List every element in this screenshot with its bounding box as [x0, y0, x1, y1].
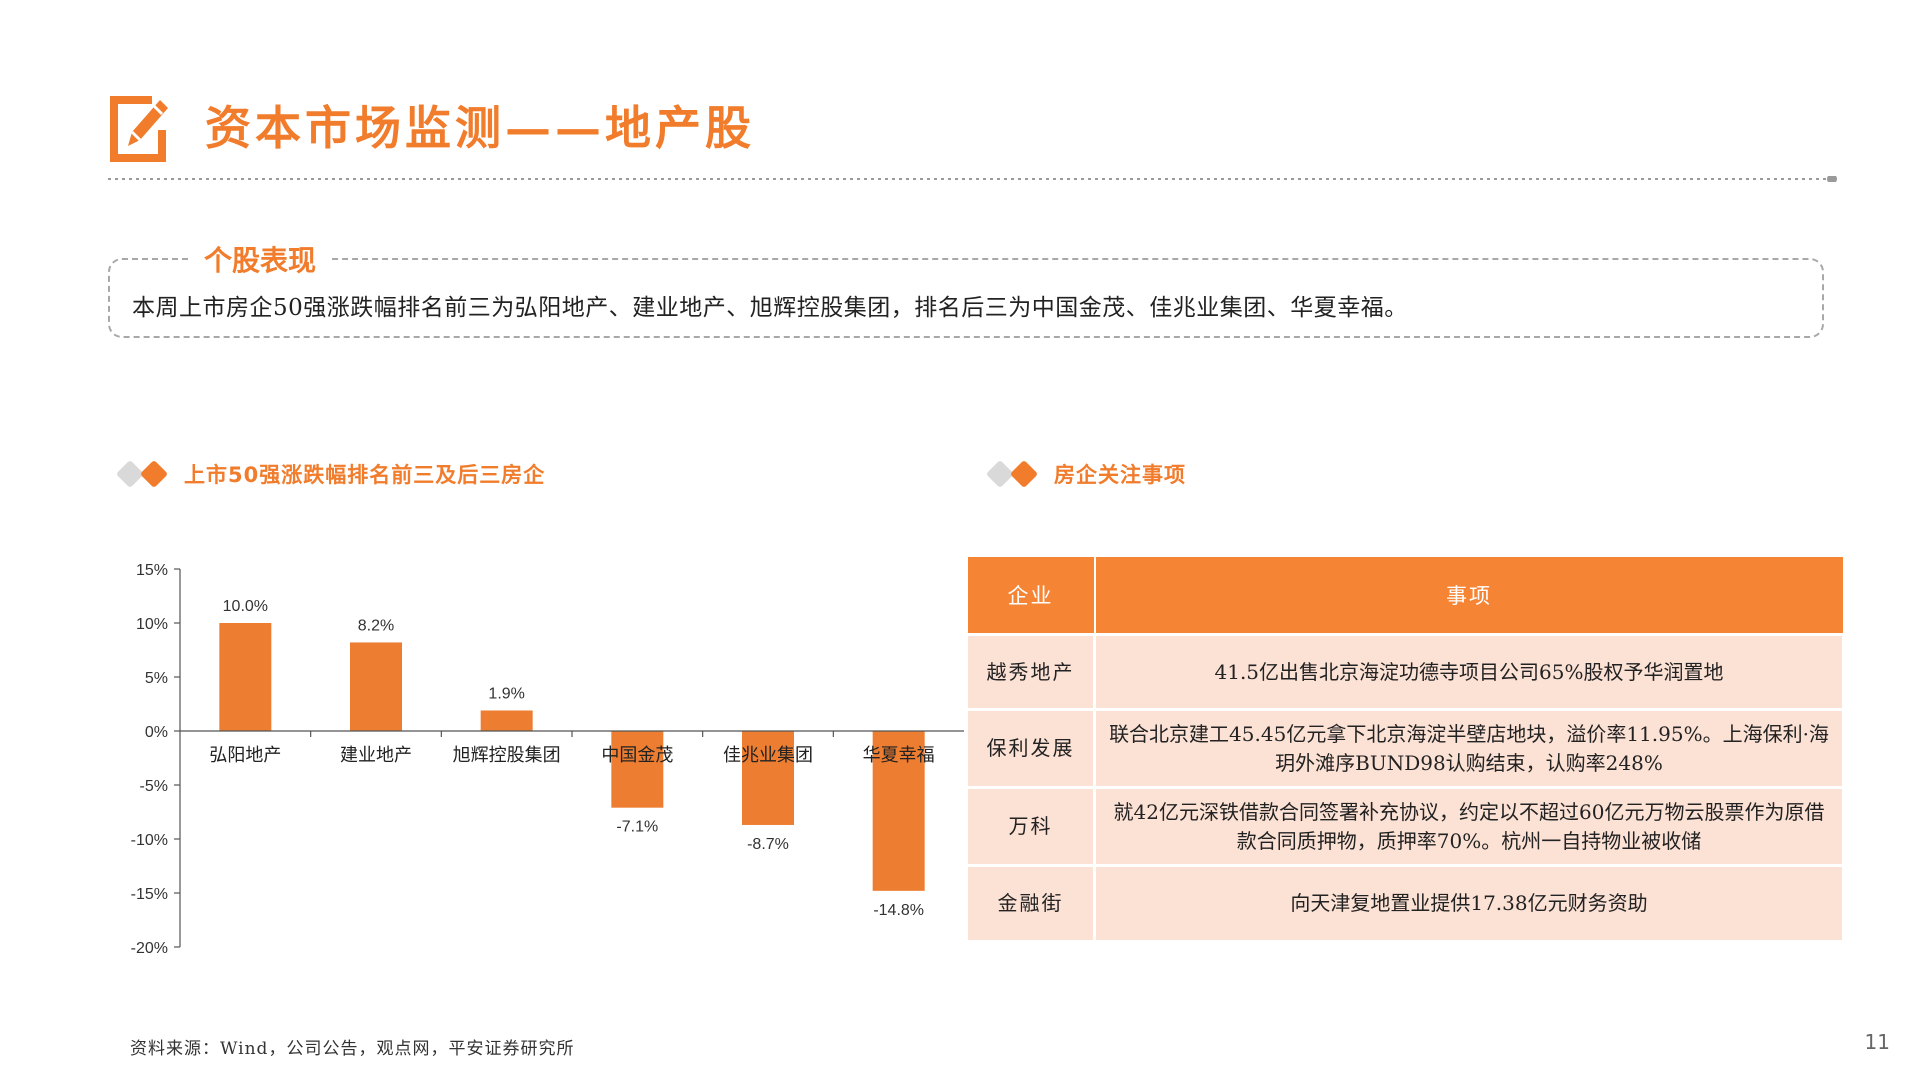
category-label: 建业地产 — [340, 745, 412, 766]
table-row: 万科 就42亿元深铁借款合同签署补充协议，约定以不超过60亿元万物云股票作为原借… — [965, 786, 1845, 867]
category-label: 佳兆业集团 — [723, 745, 813, 766]
bar — [350, 642, 402, 731]
category-label: 华夏幸福 — [863, 745, 935, 766]
summary-text: 本周上市房企50强涨跌幅排名前三为弘阳地产、建业地产、旭辉控股集团，排名后三为中… — [132, 295, 1408, 321]
header-company: 企业 — [965, 555, 1096, 636]
event-cell: 联合北京建工45.45亿元拿下北京海淀半壁店地块，溢价率11.95%。上海保利·… — [1093, 708, 1845, 789]
source-note: 资料来源：Wind，公司公告，观点网，平安证券研究所 — [130, 1039, 575, 1059]
events-section-header: 房企关注事项 — [982, 459, 1186, 489]
bar — [872, 731, 925, 891]
y-tick-label: -10% — [131, 832, 168, 849]
category-label: 弘阳地产 — [209, 745, 281, 766]
table-row: 越秀地产 41.5亿出售北京海淀功德寺项目公司65%股权予华润置地 — [965, 633, 1845, 711]
event-cell: 41.5亿出售北京海淀功德寺项目公司65%股权予华润置地 — [1093, 633, 1845, 711]
table-header-row: 企业 事项 — [965, 555, 1845, 636]
event-cell: 向天津复地置业提供17.38亿元财务资助 — [1093, 864, 1845, 943]
bar — [219, 623, 272, 731]
chart-section-header: 上市50强涨跌幅排名前三及后三房企 — [112, 459, 545, 489]
data-label: 8.2% — [358, 617, 394, 634]
summary-box — [108, 258, 1824, 338]
data-label: 10.0% — [223, 598, 268, 615]
header-divider — [108, 176, 1837, 182]
data-label: 1.9% — [488, 685, 524, 702]
company-cell: 保利发展 — [965, 708, 1096, 789]
events-section-title: 房企关注事项 — [1054, 463, 1186, 487]
category-label: 中国金茂 — [601, 745, 673, 766]
event-cell: 就42亿元深铁借款合同签署补充协议，约定以不超过60亿元万物云股票作为原借款合同… — [1093, 786, 1845, 867]
y-tick-label: 10% — [136, 616, 168, 633]
table-row: 金融街 向天津复地置业提供17.38亿元财务资助 — [965, 864, 1845, 943]
y-tick-label: 0% — [145, 724, 168, 741]
data-label: -7.1% — [616, 819, 658, 836]
bar — [480, 710, 533, 731]
y-tick-label: 15% — [136, 562, 168, 579]
y-tick-label: -20% — [131, 940, 168, 957]
chart-section-title: 上市50强涨跌幅排名前三及后三房企 — [184, 463, 546, 487]
company-cell: 万科 — [965, 786, 1096, 867]
table-row: 保利发展 联合北京建工45.45亿元拿下北京海淀半壁店地块，溢价率11.95%。… — [965, 708, 1845, 789]
diamond-bullet-icon — [982, 459, 1046, 489]
y-tick-label: -15% — [131, 886, 168, 903]
diamond-bullet-icon — [112, 459, 176, 489]
data-label: -14.8% — [873, 902, 924, 919]
company-cell: 金融街 — [965, 864, 1096, 943]
page-number: 11 — [1864, 1030, 1890, 1054]
bar — [611, 731, 664, 808]
data-label: -8.7% — [747, 836, 789, 853]
y-tick-label: -5% — [140, 778, 168, 795]
bar-chart: 15% 10% 5% 0% -5% -10% -15% -20% 10.0% 弘阳地产 8.2% 建业… — [131, 562, 964, 957]
header-event: 事项 — [1093, 555, 1845, 636]
summary-label: 个股表现 — [190, 239, 331, 279]
bar — [742, 731, 794, 825]
page-title: 资本市场监测——地产股 — [205, 101, 755, 155]
events-table: 企业 事项 越秀地产 41.5亿出售北京海淀功德寺项目公司65%股权予华润置地 … — [965, 555, 1845, 943]
company-cell: 越秀地产 — [965, 633, 1096, 711]
category-label: 旭辉控股集团 — [453, 745, 561, 766]
edit-note-icon — [110, 96, 168, 162]
y-tick-label: 5% — [145, 670, 168, 687]
